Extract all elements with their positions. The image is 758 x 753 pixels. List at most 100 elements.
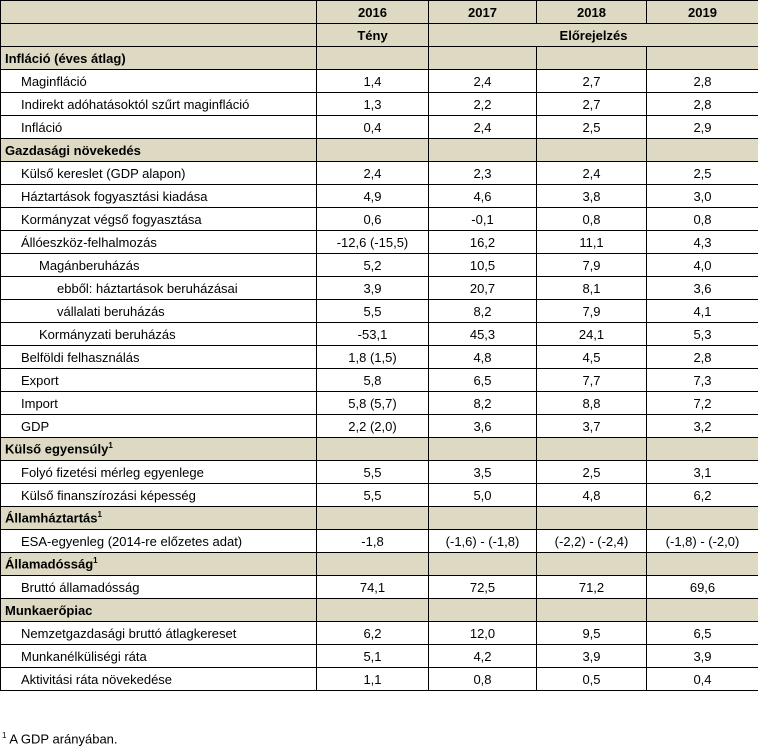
cell-2017: 4,8 [428, 345, 537, 369]
cell-2016: -53,1 [316, 322, 429, 346]
cell-2017: -0,1 [428, 207, 537, 231]
cell-2016: 6,2 [316, 621, 429, 645]
cell-2019: 4,3 [646, 230, 758, 254]
section-labour: Munkaerőpiac [0, 598, 758, 622]
row-label: Infláció [0, 115, 317, 139]
section-growth: Gazdasági növekedés [0, 138, 758, 162]
cell-2016: 2,2 (2,0) [316, 414, 429, 438]
cell-2019: 3,9 [646, 644, 758, 668]
table-row: vállalati beruházás 5,5 8,2 7,9 4,1 [0, 299, 758, 323]
cell-2016: 3,9 [316, 276, 429, 300]
cell-2017: 3,5 [428, 460, 537, 484]
row-label: Indirekt adóhatásoktól szűrt maginfláció [0, 92, 317, 116]
cell-2019: 69,6 [646, 575, 758, 599]
cell-2016: 1,4 [316, 69, 429, 93]
header-empty-cell [0, 0, 317, 24]
section-title: Államháztartás1 [0, 506, 317, 530]
cell-2017: 45,3 [428, 322, 537, 346]
section-title: Gazdasági növekedés [0, 138, 317, 162]
row-label: Külső finanszírozási képesség [0, 483, 317, 507]
table-row: Kormányzat végső fogyasztása 0,6 -0,1 0,… [0, 207, 758, 231]
cell-2019: 7,2 [646, 391, 758, 415]
row-label: ebből: háztartások beruházásai [0, 276, 317, 300]
cell-2017: 3,6 [428, 414, 537, 438]
cell-2017: 5,0 [428, 483, 537, 507]
cell-2017: 0,8 [428, 667, 537, 691]
footnote-text: A GDP arányában. [6, 731, 118, 747]
table-row: Bruttó államadósság 74,1 72,5 71,2 69,6 [0, 575, 758, 599]
row-label: vállalati beruházás [0, 299, 317, 323]
cell-2019: 0,8 [646, 207, 758, 231]
footnote: 1 A GDP arányában. [2, 731, 118, 746]
cell-2019: 2,5 [646, 161, 758, 185]
cell-2016: 2,4 [316, 161, 429, 185]
row-label: Kormányzat végső fogyasztása [0, 207, 317, 231]
section-title: Infláció (éves átlag) [0, 46, 317, 70]
row-label: Folyó fizetési mérleg egyenlege [0, 460, 317, 484]
cell-2019: 2,8 [646, 92, 758, 116]
cell-2018: 0,5 [536, 667, 647, 691]
row-label: Maginfláció [0, 69, 317, 93]
cell-2019: 3,6 [646, 276, 758, 300]
cell-2019: 2,9 [646, 115, 758, 139]
section-inflation: Infláció (éves átlag) [0, 46, 758, 70]
cell-2016: 5,1 [316, 644, 429, 668]
cell-2018: 3,9 [536, 644, 647, 668]
row-label: Külső kereslet (GDP alapon) [0, 161, 317, 185]
cell-2016: 0,6 [316, 207, 429, 231]
cell-2017: 2,2 [428, 92, 537, 116]
row-label: Állóeszköz-felhalmozás [0, 230, 317, 254]
cell-2018: 8,8 [536, 391, 647, 415]
cell-2019: 5,3 [646, 322, 758, 346]
table-row: Infláció 0,4 2,4 2,5 2,9 [0, 115, 758, 139]
row-label: Aktivitási ráta növekedése [0, 667, 317, 691]
section-title: Munkaerőpiac [0, 598, 317, 622]
cell-2016: 5,8 (5,7) [316, 391, 429, 415]
table-row: Indirekt adóhatásoktól szűrt maginfláció… [0, 92, 758, 116]
cell-2018: 2,7 [536, 69, 647, 93]
cell-2018: 9,5 [536, 621, 647, 645]
table-row: ebből: háztartások beruházásai 3,9 20,7 … [0, 276, 758, 300]
cell-2016: 5,8 [316, 368, 429, 392]
cell-2018: 3,8 [536, 184, 647, 208]
row-label: Import [0, 391, 317, 415]
cell-2018: 7,9 [536, 253, 647, 277]
table-row: Maginfláció 1,4 2,4 2,7 2,8 [0, 69, 758, 93]
cell-2019: 2,8 [646, 345, 758, 369]
table-row: Nemzetgazdasági bruttó átlagkereset 6,2 … [0, 621, 758, 645]
table-row: Munkanélküliségi ráta 5,1 4,2 3,9 3,9 [0, 644, 758, 668]
cell-2017: 20,7 [428, 276, 537, 300]
table-row: Magánberuházás 5,2 10,5 7,9 4,0 [0, 253, 758, 277]
footnote-mark: 1 [2, 731, 7, 740]
cell-2018: 7,9 [536, 299, 647, 323]
row-label: Nemzetgazdasági bruttó átlagkereset [0, 621, 317, 645]
row-label: Magánberuházás [0, 253, 317, 277]
cell-2017: 16,2 [428, 230, 537, 254]
row-label: Munkanélküliségi ráta [0, 644, 317, 668]
table-row: Import 5,8 (5,7) 8,2 8,8 7,2 [0, 391, 758, 415]
year-2019: 2019 [646, 0, 758, 24]
cell-2018: 2,7 [536, 92, 647, 116]
header-years-row: 2016 2017 2018 2019 [0, 0, 758, 24]
cell-2017: 2,3 [428, 161, 537, 185]
section-external: Külső egyensúly1 [0, 437, 758, 461]
section-title: Külső egyensúly1 [0, 437, 317, 461]
cell-2018: 71,2 [536, 575, 647, 599]
cell-2017: 6,5 [428, 368, 537, 392]
forecast-table: 2016 2017 2018 2019 Tény Előrejelzés Inf… [0, 0, 758, 691]
table-row: Folyó fizetési mérleg egyenlege 5,5 3,5 … [0, 460, 758, 484]
cell-2019: 7,3 [646, 368, 758, 392]
cell-2016: 5,5 [316, 299, 429, 323]
table-row: ESA-egyenleg (2014-re előzetes adat) -1,… [0, 529, 758, 553]
cell-2018: 24,1 [536, 322, 647, 346]
cell-2017: 4,6 [428, 184, 537, 208]
cell-2019: 3,1 [646, 460, 758, 484]
cell-2019: 0,4 [646, 667, 758, 691]
row-label: GDP [0, 414, 317, 438]
cell-2016: 5,2 [316, 253, 429, 277]
cell-2018: 2,5 [536, 115, 647, 139]
cell-2018: 7,7 [536, 368, 647, 392]
year-2016: 2016 [316, 0, 429, 24]
cell-2018: 2,4 [536, 161, 647, 185]
cell-2019: 4,1 [646, 299, 758, 323]
